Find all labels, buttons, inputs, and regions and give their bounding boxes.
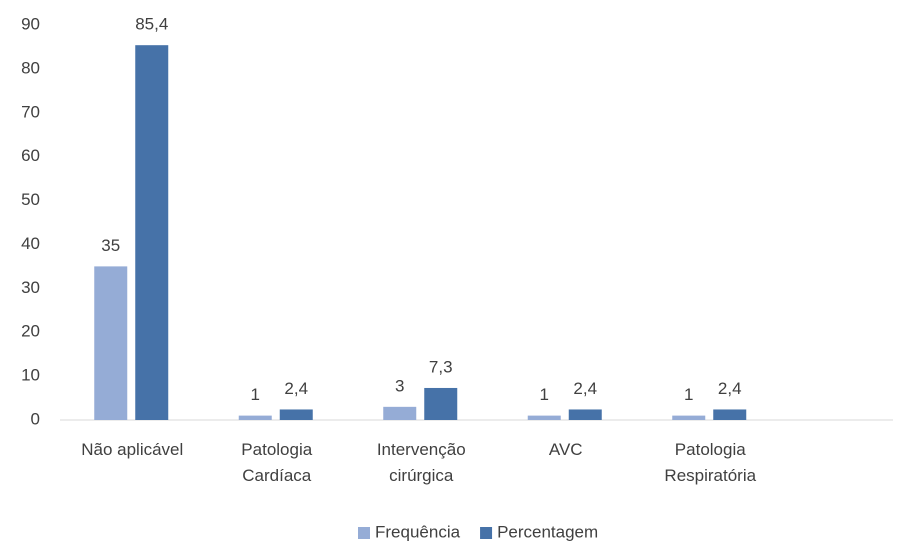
legend-label: Frequência <box>375 522 461 541</box>
y-tick-label: 10 <box>21 366 40 385</box>
data-label: 2,4 <box>718 379 742 398</box>
bar <box>279 409 313 420</box>
data-label: 1 <box>684 385 693 404</box>
bar <box>383 406 417 420</box>
x-tick-label: Intervenção cirúrgica <box>376 440 466 485</box>
y-tick-label: 60 <box>21 146 40 165</box>
bar <box>135 45 169 420</box>
y-tick-label: 0 <box>31 409 40 428</box>
data-label: 1 <box>540 385 549 404</box>
data-label: 3 <box>395 376 404 395</box>
bar <box>424 387 458 420</box>
y-tick-label: 20 <box>21 322 40 341</box>
data-label: 35 <box>101 236 120 255</box>
data-label: 2,4 <box>573 379 597 398</box>
y-tick-label: 50 <box>21 190 40 209</box>
x-tick-label: Patologia Cardíaca <box>241 440 313 485</box>
x-tick-label: Não aplicável <box>81 440 184 459</box>
x-tick-label: Patologia Respiratória <box>664 440 757 485</box>
legend-label: Percentagem <box>497 522 598 541</box>
bar <box>238 415 272 420</box>
y-tick-label: 70 <box>21 102 40 121</box>
bar <box>568 409 602 420</box>
y-tick-label: 40 <box>21 234 40 253</box>
bar <box>713 409 747 420</box>
bar <box>672 415 706 420</box>
y-tick-label: 30 <box>21 278 40 297</box>
legend-swatch <box>358 527 370 539</box>
data-label: 85,4 <box>135 15 168 34</box>
bar <box>94 266 128 420</box>
y-tick-label: 80 <box>21 58 40 77</box>
x-tick-label: AVC <box>548 440 583 459</box>
data-label: 2,4 <box>284 379 308 398</box>
data-label: 1 <box>251 385 260 404</box>
legend-swatch <box>480 527 493 539</box>
y-tick-label: 90 <box>21 14 40 33</box>
bar <box>527 415 561 420</box>
data-label: 7,3 <box>429 357 453 376</box>
